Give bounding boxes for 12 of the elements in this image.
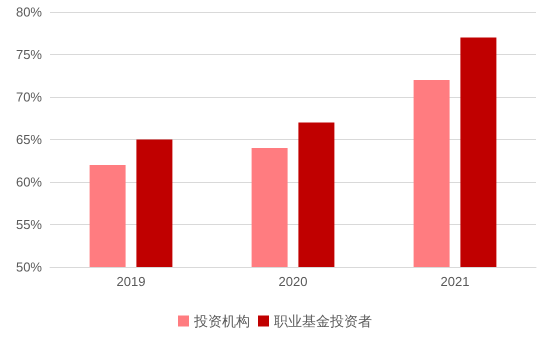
- y-tick-label: 60%: [16, 174, 42, 190]
- x-tick-label: 2019: [116, 274, 146, 289]
- legend-label: 投资机构: [193, 313, 250, 329]
- x-tick-label: 2021: [440, 274, 470, 289]
- y-tick-label: 50%: [16, 260, 42, 274]
- x-tick-label: 2020: [278, 274, 308, 289]
- y-tick-label: 80%: [16, 4, 42, 20]
- y-tick-label: 65%: [16, 132, 42, 147]
- y-tick-label: 75%: [16, 47, 42, 62]
- y-tick-label: 55%: [16, 217, 42, 232]
- legend-label: 职业基金投资者: [274, 313, 372, 329]
- y-tick-label: 70%: [16, 90, 42, 104]
